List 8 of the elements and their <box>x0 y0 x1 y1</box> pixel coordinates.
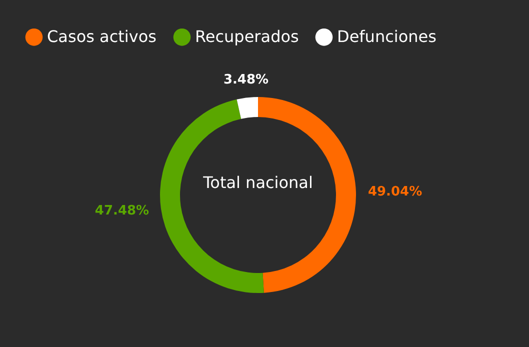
text: Total nacional <box>202 173 313 192</box>
legend-label: Defunciones <box>337 27 436 46</box>
data-label: 49.04% <box>368 184 422 200</box>
legend-label: Casos activos <box>47 27 156 46</box>
data-label: 47.48% <box>94 203 150 218</box>
donut-slice <box>236 97 258 119</box>
legend-label: Recuperados <box>195 27 299 46</box>
data-label: 3.48% <box>223 72 269 88</box>
